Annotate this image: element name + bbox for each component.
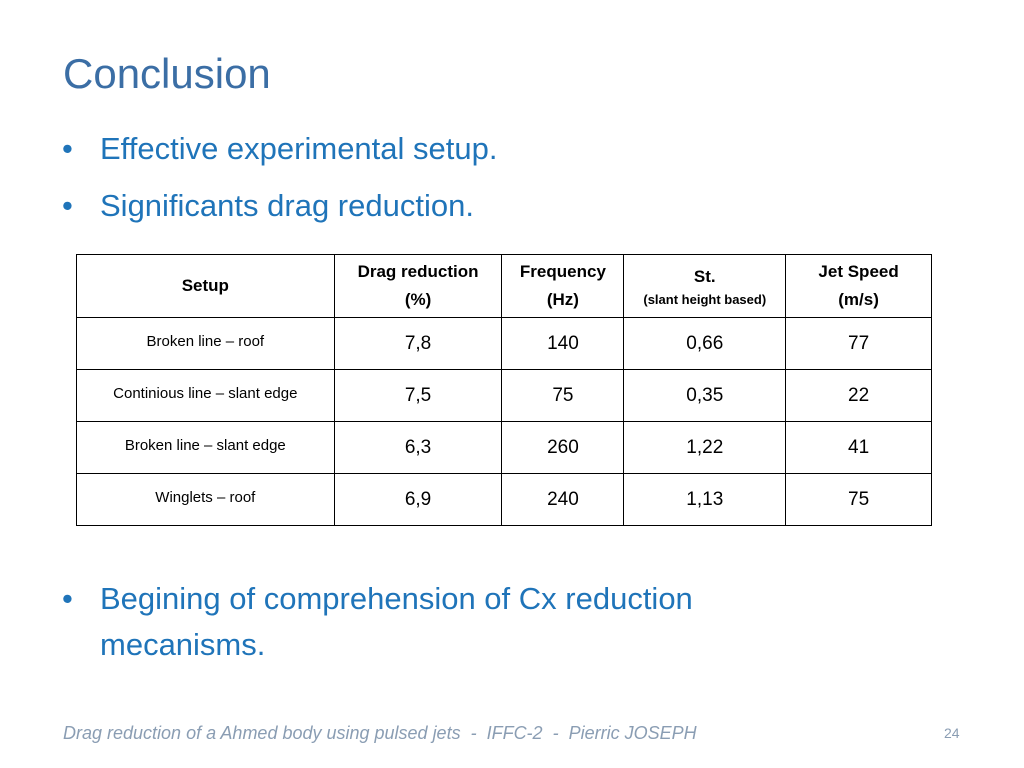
cell-drag: 6,3	[333, 421, 503, 474]
table-row: Continious line – slant edge 7,5 75 0,35…	[76, 369, 932, 422]
bullet-text: Significants drag reduction.	[100, 188, 474, 223]
cell-setup: Continious line – slant edge	[76, 369, 335, 422]
bullet-glyph: •	[62, 131, 73, 166]
table-row: Winglets – roof 6,9 240 1,13 75	[76, 473, 932, 526]
cell-jet-speed: 75	[785, 473, 932, 526]
cell-frequency: 75	[501, 369, 625, 422]
bullet-glyph: •	[62, 581, 73, 616]
bullet-item: • Begining of comprehension of Cx reducti…	[62, 576, 860, 668]
cell-drag: 7,8	[333, 317, 503, 370]
cell-drag: 7,5	[333, 369, 503, 422]
header-jet-speed: Jet Speed (m/s)	[785, 254, 932, 318]
cell-frequency: 140	[501, 317, 625, 370]
cell-setup: Broken line – roof	[76, 317, 335, 370]
cell-strouhal: 0,66	[623, 317, 787, 370]
slide-footer: Drag reduction of a Ahmed body using pul…	[63, 723, 697, 743]
page-number: 24	[944, 725, 960, 741]
cell-strouhal: 1,22	[623, 421, 787, 474]
cell-frequency: 240	[501, 473, 625, 526]
bullet-glyph: •	[62, 188, 73, 223]
cell-setup: Broken line – slant edge	[76, 421, 335, 474]
bullet-text: Effective experimental setup.	[100, 131, 498, 166]
slide-title: Conclusion	[63, 50, 271, 97]
bullet-item: • Effective experimental setup.	[62, 126, 497, 172]
cell-setup: Winglets – roof	[76, 473, 335, 526]
bullet-text: Begining of comprehension of Cx reductio…	[100, 581, 693, 662]
cell-strouhal: 0,35	[623, 369, 787, 422]
header-strouhal: St. (slant height based)	[623, 254, 787, 318]
cell-frequency: 260	[501, 421, 625, 474]
header-setup: Setup	[76, 254, 335, 318]
results-table: Setup Drag reduction (%) Frequency (Hz) …	[76, 254, 932, 526]
cell-jet-speed: 41	[785, 421, 932, 474]
table-row: Broken line – roof 7,8 140 0,66 77	[76, 317, 932, 370]
cell-strouhal: 1,13	[623, 473, 787, 526]
table-header-row: Setup Drag reduction (%) Frequency (Hz) …	[76, 254, 932, 318]
cell-jet-speed: 22	[785, 369, 932, 422]
cell-jet-speed: 77	[785, 317, 932, 370]
header-frequency: Frequency (Hz)	[501, 254, 625, 318]
header-drag-reduction: Drag reduction (%)	[333, 254, 503, 318]
cell-drag: 6,9	[333, 473, 503, 526]
bullet-item: • Significants drag reduction.	[62, 183, 474, 229]
table-row: Broken line – slant edge 6,3 260 1,22 41	[76, 421, 932, 474]
